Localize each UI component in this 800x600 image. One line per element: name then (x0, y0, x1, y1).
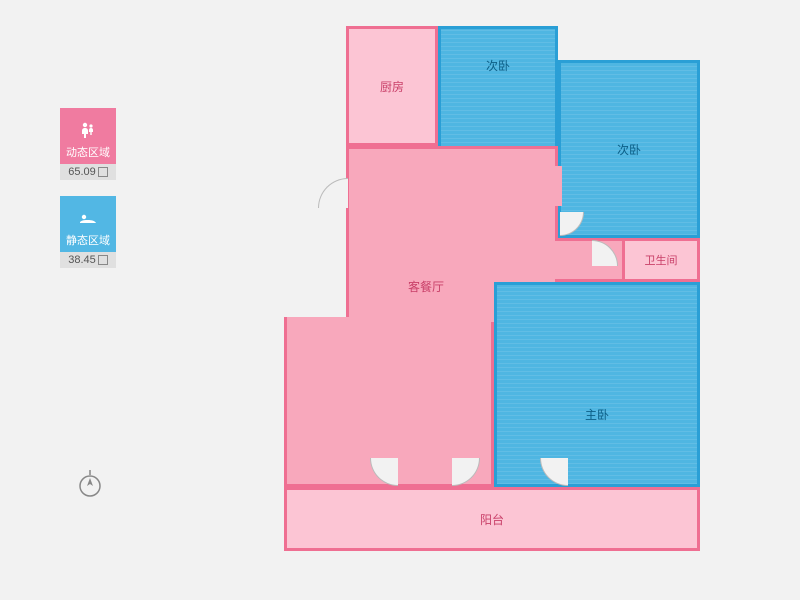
room-label: 厨房 (380, 78, 404, 95)
compass-icon (78, 470, 102, 498)
room-kitchen: 厨房 (346, 26, 438, 146)
room-label: 客餐厅 (408, 278, 444, 295)
legend-static: 静态区域 38.45 (60, 196, 116, 268)
room-living-label-holder: 客餐厅 (346, 186, 506, 386)
door-arc (318, 178, 348, 208)
legend-static-title: 静态区域 (66, 232, 110, 248)
room-label: 卫生间 (645, 252, 678, 268)
room-bedroom2a: 次卧 (438, 26, 558, 166)
room-master: 主卧 (494, 282, 700, 487)
people-icon (76, 120, 100, 144)
legend-dynamic-icon-box: 动态区域 (60, 108, 116, 164)
rest-icon (76, 208, 100, 232)
floor-plan: 厨房 次卧 次卧 客餐厅 卫生间 主卧 阳台 (260, 26, 700, 572)
legend-static-icon-box: 静态区域 (60, 196, 116, 252)
room-label: 次卧 (617, 141, 641, 158)
room-label: 次卧 (486, 57, 510, 74)
room-balcony: 阳台 (284, 487, 700, 551)
room-label: 主卧 (585, 406, 609, 423)
legend-panel: 动态区域 65.09 静态区域 38.45 (60, 108, 116, 284)
legend-dynamic: 动态区域 65.09 (60, 108, 116, 180)
legend-dynamic-title: 动态区域 (66, 144, 110, 160)
room-bathroom: 卫生间 (622, 238, 700, 282)
room-label: 阳台 (480, 511, 504, 528)
legend-dynamic-value: 65.09 (60, 164, 116, 180)
legend-static-value: 38.45 (60, 252, 116, 268)
